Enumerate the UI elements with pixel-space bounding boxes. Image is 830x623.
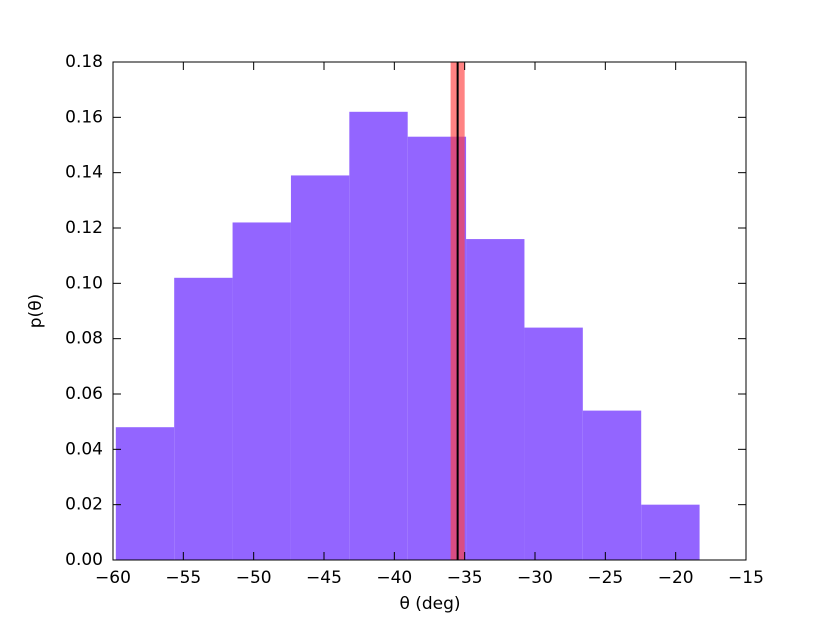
- x-tick-label: −15: [728, 568, 764, 588]
- plot-frame: [112, 61, 747, 561]
- y-tick-label: 0.10: [65, 273, 103, 293]
- bar: [641, 504, 700, 560]
- y-tick-label: 0.04: [65, 439, 103, 459]
- bar: [466, 239, 525, 561]
- x-tick-label: −55: [165, 568, 201, 588]
- x-tick-label: −25: [587, 568, 623, 588]
- y-axis-label: p(θ): [26, 294, 46, 328]
- y-tick-label: 0.14: [65, 163, 103, 183]
- bar: [582, 410, 642, 560]
- y-tick-label: 0.02: [65, 495, 103, 515]
- y-tick-label: 0.16: [65, 107, 103, 127]
- x-tick-label: −35: [447, 568, 483, 588]
- y-tick-label: 0.06: [65, 384, 103, 404]
- y-tick-label: 0.00: [65, 550, 103, 570]
- bar: [349, 111, 408, 561]
- bar: [232, 222, 291, 560]
- y-tick-label: 0.18: [65, 52, 103, 72]
- x-tick-label: −30: [517, 568, 553, 588]
- bar: [115, 427, 175, 560]
- y-tick-label: 0.08: [65, 329, 103, 349]
- x-tick-label: −45: [306, 568, 342, 588]
- x-tick-label: −60: [95, 568, 131, 588]
- x-axis-label: θ (deg): [399, 594, 460, 614]
- x-tick-label: −20: [658, 568, 694, 588]
- bar: [524, 327, 583, 560]
- x-tick-label: −50: [236, 568, 272, 588]
- x-tick-label: −40: [376, 568, 412, 588]
- bar: [290, 175, 350, 560]
- bar: [174, 277, 233, 560]
- y-tick-label: 0.12: [65, 218, 103, 238]
